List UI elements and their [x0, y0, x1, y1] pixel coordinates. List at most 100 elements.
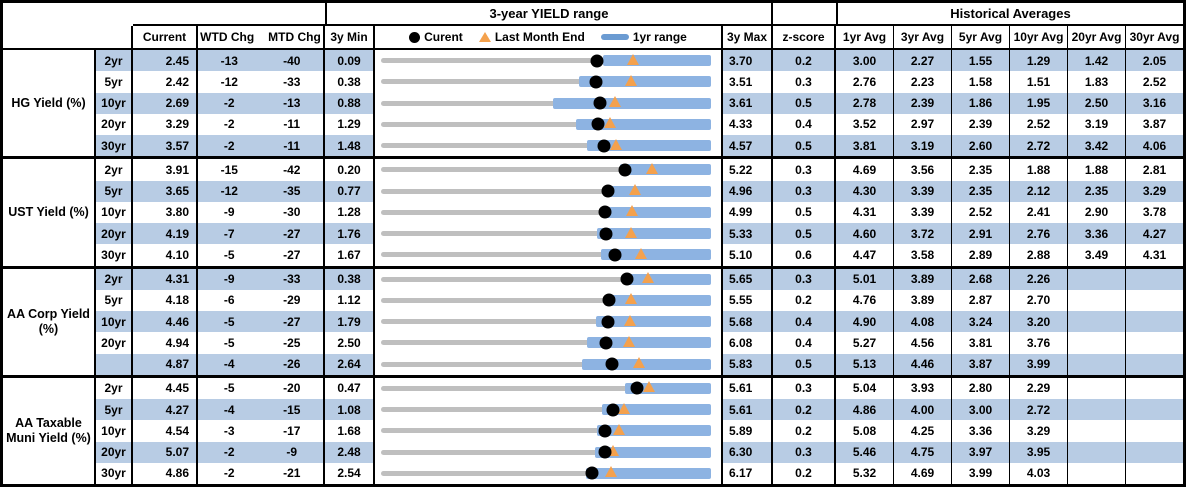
last-month-end-marker [604, 117, 617, 129]
avg-cell: 3.52 [836, 113, 894, 135]
avg-cell: 1.88 [1010, 159, 1068, 181]
3y-max-cell: 5.68 [723, 311, 773, 333]
avg-cell: 2.91 [952, 223, 1010, 245]
z-score-cell: 0.3 [773, 268, 836, 290]
legend-1yr-range: 1yr range [600, 30, 687, 44]
current-marker [591, 117, 605, 131]
3y-range-track [381, 276, 711, 282]
3y-range-track [381, 209, 711, 215]
z-score-cell: 0.3 [773, 377, 836, 399]
3y-max-cell: 5.22 [723, 159, 773, 181]
legend-current: Curent [409, 30, 463, 44]
1yr-range-bar [587, 140, 711, 152]
last-month-end-marker [624, 293, 637, 305]
3y-range-track [381, 361, 711, 367]
current-cell: 4.27 [133, 399, 198, 421]
avg-cell: 2.39 [894, 92, 952, 114]
avg-cell: 2.60 [952, 135, 1010, 157]
current-cell: 3.80 [133, 201, 198, 223]
3y-max-cell: 3.70 [723, 50, 773, 72]
3y-min-cell: 2.54 [325, 462, 375, 484]
last-month-end-marker [622, 335, 635, 347]
current-cell: 3.91 [133, 159, 198, 181]
wtd-chg-cell: -5 [223, 314, 235, 329]
avg-cell [1126, 311, 1183, 333]
1yr-range-bar [597, 228, 711, 240]
tenor-cell: 5yr [96, 180, 133, 202]
table-row: 10yr 4.46 -5 -27 1.79 5.68 0.4 4.90 4.08 3.24 3.20 [96, 311, 1183, 333]
3y-min-cell: 0.09 [325, 50, 375, 72]
range-chart-cell [375, 180, 723, 202]
mtd-chg-cell: -30 [283, 205, 301, 220]
1yr-range-bar [596, 425, 711, 437]
avg-cell: 3.93 [894, 377, 952, 399]
range-chart-cell [375, 268, 723, 290]
wtd-chg-label: WTD Chg [200, 30, 255, 44]
group-label: AA Corp Yield (%) [3, 268, 96, 375]
z-score-col-header: z-score [773, 26, 836, 48]
group-rows: 2yr 4.31 -9 -33 0.38 5.65 0.3 5.01 3.89 2.68 2.26 5… [96, 268, 1183, 375]
z-score-cell: 0.2 [773, 399, 836, 421]
table-body: HG Yield (%) 2yr 2.45 -13 -40 0.09 3.70 0.2 3.00… [3, 50, 1183, 484]
current-cell: 4.94 [133, 332, 198, 354]
group-rows: 2yr 3.91 -15 -42 0.20 5.22 0.3 4.69 3.56 2.35 1.88… [96, 159, 1183, 266]
avg-cell: 3.99 [952, 462, 1010, 484]
range-chart [381, 159, 711, 180]
wtd-mtd-cell: -4 -15 [198, 399, 325, 421]
mtd-chg-cell: -42 [283, 162, 301, 177]
group-label: HG Yield (%) [3, 50, 96, 157]
range-chart-cell [375, 159, 723, 181]
label-columns-empty-header [3, 26, 133, 48]
3y-range-track [381, 100, 711, 106]
range-chart-cell [375, 353, 723, 375]
current-marker [599, 336, 613, 350]
avg-cell: 3.39 [894, 180, 952, 202]
current-cell: 2.69 [133, 92, 198, 114]
avg-cell: 5.08 [836, 420, 894, 442]
3y-max-cell: 5.33 [723, 223, 773, 245]
tenor-cell: 2yr [96, 268, 133, 290]
current-marker [598, 205, 612, 219]
mtd-chg-cell: -11 [283, 117, 301, 132]
avg-cell: 2.12 [1010, 180, 1068, 202]
avg-cell [1126, 353, 1183, 375]
range-chart-cell [375, 377, 723, 399]
3y-max-cell: 4.99 [723, 201, 773, 223]
mtd-chg-cell: -35 [283, 184, 301, 199]
avg-cell [1126, 420, 1183, 441]
current-cell: 3.65 [133, 180, 198, 202]
mtd-chg-cell: -29 [283, 293, 301, 308]
avg-cell [1126, 268, 1183, 290]
wtd-chg-cell: -7 [223, 226, 235, 241]
current-dot-icon [409, 31, 421, 43]
table-row: 20yr 5.07 -2 -9 2.48 6.30 0.3 5.46 4.75 3.97 3.95 [96, 441, 1183, 463]
avg-cell: 3.95 [1010, 441, 1068, 463]
current-marker [597, 139, 611, 153]
wtd-chg-cell: -2 [223, 138, 235, 153]
3y-min-cell: 1.76 [325, 223, 375, 245]
avg-cell: 3.24 [952, 311, 1010, 333]
avg-cell [1126, 290, 1183, 311]
table-row: 30yr 4.10 -5 -27 1.67 5.10 0.6 4.47 3.58 2.89 2.88… [96, 244, 1183, 266]
range-chart-cell [375, 201, 723, 223]
avg-cell: 3.42 [1068, 135, 1126, 157]
last-month-end-marker [625, 205, 638, 217]
avg-cell: 5.13 [836, 353, 894, 375]
current-cell: 4.46 [133, 311, 198, 333]
3y-range-track [381, 79, 711, 85]
avg-col-header: 30yr Avg [1129, 30, 1180, 44]
legend-range-label: 1yr range [632, 30, 687, 44]
current-marker [601, 184, 615, 198]
range-chart [381, 223, 711, 244]
tenor-cell: 10yr [96, 420, 133, 442]
last-month-end-marker [627, 53, 640, 65]
avg-cell: 2.78 [836, 92, 894, 114]
avg-cell: 5.27 [836, 332, 894, 354]
current-cell: 4.45 [133, 377, 198, 399]
current-marker [608, 248, 622, 262]
range-chart [381, 311, 711, 332]
range-chart-cell [375, 311, 723, 333]
avg-cell: 5.04 [836, 377, 894, 399]
3y-min-cell: 0.20 [325, 159, 375, 181]
